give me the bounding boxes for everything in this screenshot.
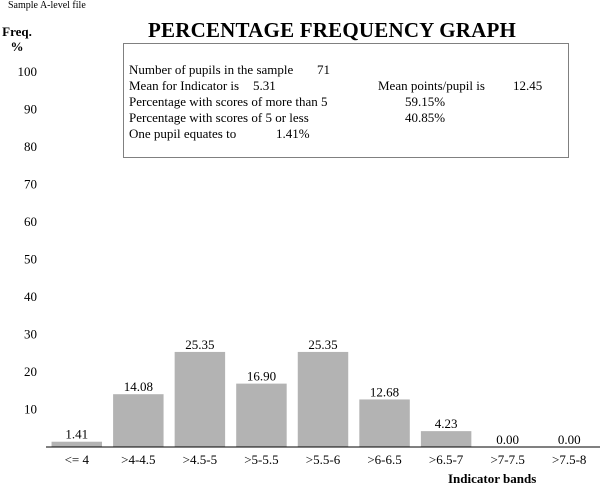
below-value: 40.85% — [405, 110, 446, 125]
bar-value-label: 0.00 — [496, 432, 519, 447]
x-tick-label: >5-5.5 — [244, 452, 278, 467]
y-axis-title-line1: Freq. — [2, 24, 32, 39]
bar-value-label: 25.35 — [308, 337, 337, 352]
x-tick-label: >6.5-7 — [429, 452, 464, 467]
y-tick-label: 60 — [24, 214, 37, 229]
y-axis-title: Freq. % — [2, 24, 32, 54]
equates-label: One pupil equates to — [129, 126, 237, 141]
x-tick-label: >7.5-8 — [552, 452, 586, 467]
mean-points-value: 12.45 — [513, 78, 543, 93]
x-tick-label: >5.5-6 — [306, 452, 341, 467]
y-tick-label: 80 — [24, 139, 37, 154]
bar — [113, 394, 164, 447]
y-tick-label: 100 — [18, 64, 38, 79]
mean-value: 5.31 — [253, 78, 276, 93]
bar — [359, 399, 410, 447]
chart-title: PERCENTAGE FREQUENCY GRAPH — [148, 18, 517, 42]
source-file-label: Sample A-level file — [8, 0, 86, 11]
bar — [174, 351, 226, 447]
below-label: Percentage with scores of 5 or less — [129, 110, 309, 125]
above-value: 59.15% — [405, 94, 446, 109]
bar-value-label: 16.90 — [247, 369, 276, 384]
equates-value: 1.41% — [276, 126, 310, 141]
x-tick-label: >7-7.5 — [490, 452, 524, 467]
x-tick-label: >4.5-5 — [183, 452, 217, 467]
y-tick-label: 90 — [24, 102, 37, 117]
bar — [297, 351, 349, 447]
summary-box: Number of pupils in the sample 71 Mean f… — [123, 43, 569, 158]
y-axis-title-line2: % — [10, 39, 24, 54]
bar — [236, 383, 287, 447]
x-tick-label: >6-6.5 — [367, 452, 401, 467]
bar-value-label: 25.35 — [185, 337, 214, 352]
bar — [51, 441, 103, 447]
y-tick-label: 40 — [24, 289, 37, 304]
y-tick-label: 30 — [24, 327, 37, 342]
y-tick-label: 20 — [24, 364, 37, 379]
mean-label: Mean for Indicator is — [129, 78, 240, 93]
y-tick-label: 70 — [24, 177, 37, 192]
bar — [420, 431, 472, 447]
bar-value-label: 12.68 — [370, 384, 399, 399]
x-tick-label: >4-4.5 — [121, 452, 155, 467]
pupils-value: 71 — [317, 62, 330, 77]
y-tick-label: 50 — [24, 252, 37, 267]
bar-value-label: 4.23 — [435, 416, 458, 431]
pupils-label: Number of pupils in the sample — [129, 62, 294, 77]
bar-value-label: 0.00 — [558, 432, 581, 447]
above-label: Percentage with scores of more than 5 — [129, 94, 328, 109]
bar-value-label: 14.08 — [124, 379, 153, 394]
y-tick-label: 10 — [24, 402, 37, 417]
mean-points-label: Mean points/pupil is — [378, 78, 485, 93]
x-axis-title: Indicator bands — [448, 471, 537, 486]
x-tick-label: <= 4 — [65, 452, 90, 467]
bar-value-label: 1.41 — [65, 427, 88, 442]
